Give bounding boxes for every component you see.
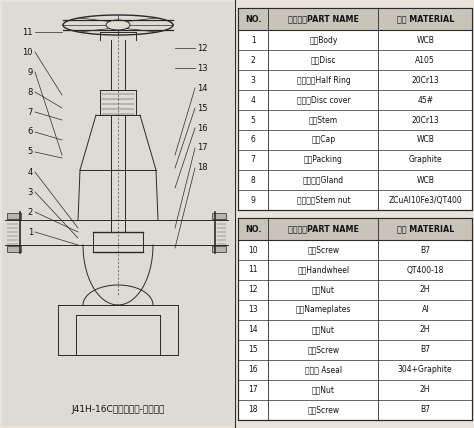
Text: 6: 6: [251, 136, 255, 145]
Text: NO.: NO.: [245, 225, 262, 234]
Text: ZCuAl10Fe3/QT400: ZCuAl10Fe3/QT400: [388, 196, 462, 205]
Bar: [7, 246, 21, 252]
Text: 2: 2: [28, 208, 33, 217]
Text: WCB: WCB: [416, 136, 434, 145]
Text: 3: 3: [27, 187, 33, 196]
Text: B7: B7: [420, 405, 430, 414]
Text: 8: 8: [27, 87, 33, 96]
Text: 5: 5: [251, 116, 255, 125]
Text: 9: 9: [251, 196, 255, 205]
Text: 13: 13: [248, 306, 258, 315]
Bar: [212, 246, 226, 252]
Text: 阀杆Stem: 阀杆Stem: [309, 116, 338, 125]
Text: 阀杆螺母Stem nut: 阀杆螺母Stem nut: [297, 196, 350, 205]
Text: WCB: WCB: [416, 175, 434, 184]
Text: 2H: 2H: [420, 386, 430, 395]
Text: J41H-16C手动截止阀-台层阀门: J41H-16C手动截止阀-台层阀门: [71, 405, 164, 414]
Text: 材质 MATERIAL: 材质 MATERIAL: [397, 15, 454, 24]
Text: 16: 16: [248, 366, 258, 374]
Text: 17: 17: [248, 386, 258, 395]
Text: 15: 15: [197, 104, 208, 113]
Text: 螺母Nut: 螺母Nut: [312, 326, 335, 335]
Text: 12: 12: [248, 285, 258, 294]
Text: 螺母Nut: 螺母Nut: [312, 285, 335, 294]
Text: 1: 1: [251, 36, 255, 45]
Text: 14: 14: [248, 326, 258, 335]
Text: 15: 15: [248, 345, 258, 354]
Text: B7: B7: [420, 246, 430, 255]
Text: 14: 14: [197, 83, 208, 92]
Text: 8: 8: [251, 175, 255, 184]
Text: 2: 2: [251, 56, 255, 65]
Bar: [238, 218, 472, 420]
Text: 螺丁Screw: 螺丁Screw: [307, 246, 339, 255]
Text: 16: 16: [197, 124, 208, 133]
Text: 13: 13: [197, 63, 208, 72]
Text: 填料Packing: 填料Packing: [304, 155, 343, 164]
Text: 45#: 45#: [417, 95, 433, 104]
Text: 材质 MATERIAL: 材质 MATERIAL: [397, 225, 454, 234]
Text: Graphite: Graphite: [409, 155, 442, 164]
Text: 螺拴Screw: 螺拴Screw: [307, 405, 339, 414]
Text: 3: 3: [251, 75, 255, 84]
Text: 密封墓 Aseal: 密封墓 Aseal: [305, 366, 342, 374]
Bar: [7, 213, 21, 219]
Text: 螺母Nut: 螺母Nut: [312, 386, 335, 395]
Text: 阀瓣Disc: 阀瓣Disc: [310, 56, 336, 65]
Text: 11: 11: [248, 265, 258, 274]
Text: 20Cr13: 20Cr13: [411, 116, 439, 125]
Text: 5: 5: [28, 148, 33, 157]
Text: WCB: WCB: [416, 36, 434, 45]
Text: 18: 18: [197, 163, 208, 172]
Text: 10: 10: [22, 48, 33, 56]
Bar: [212, 213, 226, 219]
Text: 9: 9: [28, 68, 33, 77]
Text: A105: A105: [415, 56, 435, 65]
Text: 10: 10: [248, 246, 258, 255]
Text: B7: B7: [420, 345, 430, 354]
Text: 阀盖Cap: 阀盖Cap: [311, 136, 336, 145]
Text: 1: 1: [28, 228, 33, 237]
Text: 11: 11: [22, 27, 33, 36]
Text: 对开圆印Half Ring: 对开圆印Half Ring: [297, 75, 350, 84]
Text: 阀体Body: 阀体Body: [309, 36, 337, 45]
Text: 4: 4: [251, 95, 255, 104]
Text: 2H: 2H: [420, 285, 430, 294]
Text: 20Cr13: 20Cr13: [411, 75, 439, 84]
Text: 18: 18: [248, 405, 258, 414]
Text: 7: 7: [27, 107, 33, 116]
Text: 阀瓣盖Disc cover: 阀瓣盖Disc cover: [297, 95, 350, 104]
Text: 手轮Handwheel: 手轮Handwheel: [297, 265, 349, 274]
Text: 7: 7: [251, 155, 255, 164]
Bar: [2, 2, 234, 426]
Text: 12: 12: [197, 44, 208, 53]
Text: 17: 17: [197, 143, 208, 152]
Bar: [238, 8, 472, 30]
Text: Al: Al: [421, 306, 429, 315]
Bar: [238, 218, 472, 240]
Text: 2H: 2H: [420, 326, 430, 335]
Text: 零件名称PART NAME: 零件名称PART NAME: [288, 15, 359, 24]
Bar: [238, 8, 472, 210]
Text: 零件名称PART NAME: 零件名称PART NAME: [288, 225, 359, 234]
Text: QT400-18: QT400-18: [407, 265, 444, 274]
Text: 螺拴Screw: 螺拴Screw: [307, 345, 339, 354]
Text: 名牌Nameplates: 名牌Nameplates: [296, 306, 351, 315]
Text: 6: 6: [27, 128, 33, 137]
Text: 4: 4: [28, 167, 33, 176]
Text: NO.: NO.: [245, 15, 262, 24]
Text: 填料压盖Gland: 填料压盖Gland: [303, 175, 344, 184]
Text: 304+Graphite: 304+Graphite: [398, 366, 453, 374]
